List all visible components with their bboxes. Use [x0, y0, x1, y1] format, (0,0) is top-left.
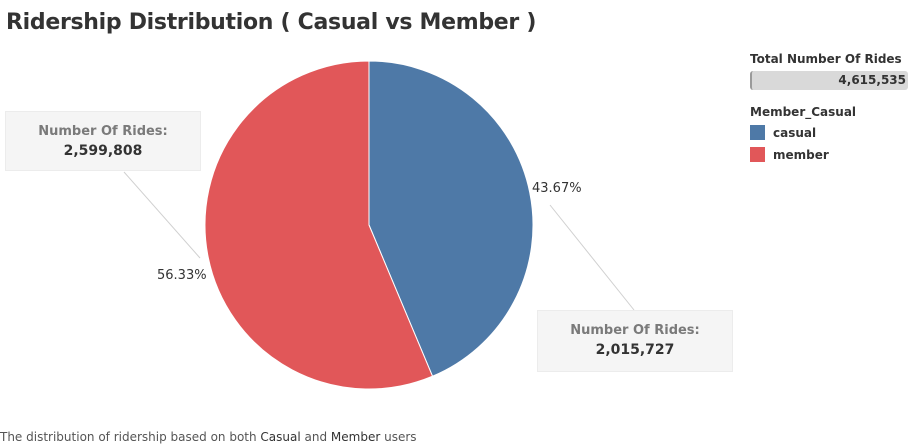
- member-percent-label: 56.33%: [157, 268, 207, 283]
- member-leader-line: [123, 171, 201, 259]
- legend-item-member[interactable]: member: [750, 146, 910, 163]
- casual-callout-value: 2,015,727: [595, 342, 675, 358]
- caption-text-end: users: [380, 430, 417, 444]
- caption-member: Member: [330, 430, 381, 444]
- legend-panel: Total Number Of Rides 4,615,535 Member_C…: [750, 52, 910, 163]
- member-swatch: [750, 147, 765, 162]
- pie-slice-member[interactable]: [204, 60, 434, 390]
- caption-text-middle: and: [300, 430, 331, 444]
- total-rides-bar: 4,615,535: [750, 71, 908, 90]
- total-rides-title: Total Number Of Rides: [750, 52, 902, 66]
- pie-slice-casual[interactable]: [368, 60, 534, 377]
- legend-title: Member_Casual: [750, 105, 857, 119]
- leader-lines: [123, 171, 635, 311]
- member-callout: Number Of Rides: 2,599,808: [5, 111, 201, 171]
- casual-callout-label: Number Of Rides:: [570, 323, 700, 338]
- casual-swatch: [750, 125, 765, 140]
- caption-text-start: The distribution of ridership based on b…: [0, 430, 261, 444]
- legend-label-casual: casual: [773, 125, 817, 140]
- caption-casual: Casual: [260, 430, 301, 444]
- legend-item-casual[interactable]: casual: [750, 124, 910, 141]
- chart-caption: The distribution of ridership based on b…: [0, 430, 417, 444]
- casual-leader-line: [549, 204, 635, 311]
- casual-percent-label: 43.67%: [532, 181, 582, 196]
- total-rides-value: 4,615,535: [838, 73, 906, 87]
- casual-callout: Number Of Rides: 2,015,727: [537, 310, 733, 372]
- pie-slices: [204, 60, 534, 390]
- legend-label-member: member: [773, 147, 829, 162]
- member-callout-label: Number Of Rides:: [38, 124, 168, 139]
- member-callout-value: 2,599,808: [63, 143, 143, 159]
- chart-title: Ridership Distribution ( Casual vs Membe…: [6, 10, 537, 35]
